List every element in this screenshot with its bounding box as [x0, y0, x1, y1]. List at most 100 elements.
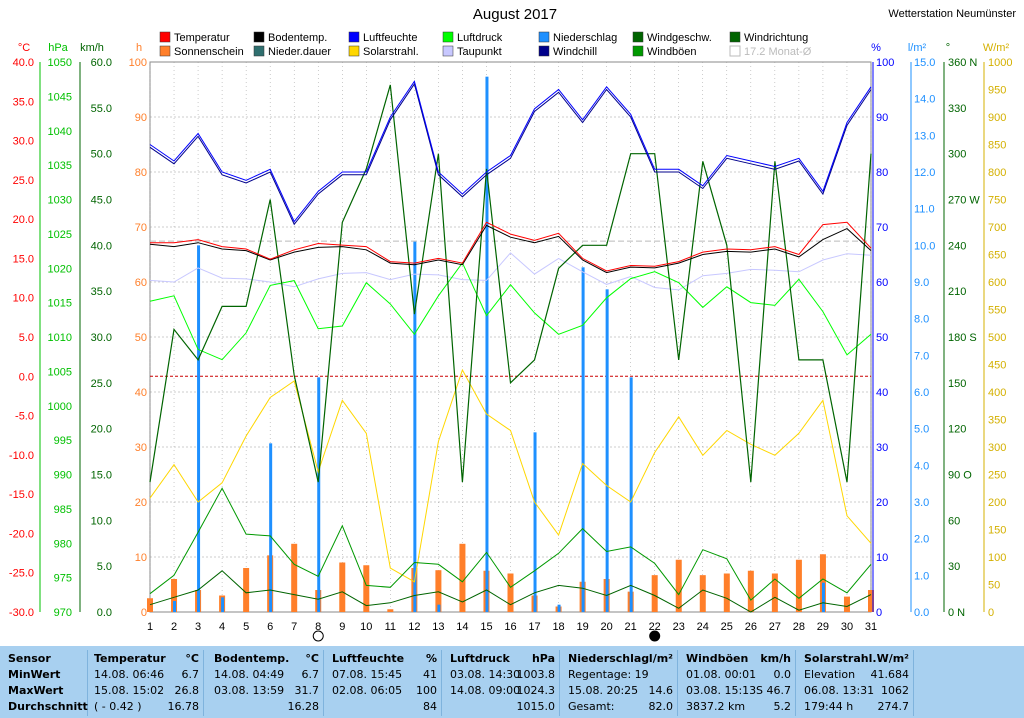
- celsius-tick: 15.0: [13, 253, 34, 265]
- dewpoint-line: [149, 252, 872, 291]
- summary-row: 15.08. 20:25 14.6: [568, 684, 673, 700]
- pressure-line: [149, 261, 872, 361]
- legend-label: Niederschlag: [553, 32, 617, 44]
- hpa-tick: 1005: [48, 366, 72, 378]
- hours-tick: 90: [135, 112, 147, 124]
- x-tick-label: 23: [673, 621, 685, 633]
- solar-tick: 850: [988, 140, 1006, 152]
- kmh-tick: 45.0: [91, 195, 112, 207]
- celsius-tick: 40.0: [13, 57, 34, 69]
- solar-tick: 200: [988, 497, 1006, 509]
- summary-row: 14.08. 09:00 1024.3: [450, 684, 555, 700]
- legend-label: Solarstrahl.: [363, 46, 419, 58]
- celsius-tick: 20.0: [13, 214, 34, 226]
- windchill-line: [149, 82, 872, 226]
- summary-header: Windböen km/h: [686, 652, 791, 668]
- rain-tick: 6.0: [914, 387, 929, 399]
- x-tick-label: 26: [745, 621, 757, 633]
- hpa-tick: 1020: [48, 263, 72, 275]
- celsius-tick: -10.0: [9, 450, 34, 462]
- x-tick-label: 17: [528, 621, 540, 633]
- rain-tick: 13.0: [914, 130, 935, 142]
- kmh-tick: 0.0: [97, 607, 112, 619]
- sunshine-bar: [723, 573, 730, 612]
- percent-tick: 60: [876, 277, 888, 289]
- hours-tick: 80: [135, 167, 147, 179]
- summary-cell-value: 100: [416, 684, 437, 697]
- chart-title: August 2017: [472, 6, 558, 23]
- wind-direction-tick: 180 S: [948, 332, 977, 344]
- summary-header-label: Niederschlag: [568, 652, 650, 665]
- legend-swatch: [538, 45, 550, 57]
- celsius-tick: 10.0: [13, 293, 34, 305]
- hours-tick: 30: [135, 442, 147, 454]
- hours-tick: 60: [135, 277, 147, 289]
- hpa-tick: 995: [54, 435, 72, 447]
- sunshine-bar: [507, 573, 514, 612]
- solar-tick: 900: [988, 112, 1006, 124]
- legend-label: Temperatur: [174, 32, 230, 44]
- sunshine-bar: [171, 579, 178, 612]
- percent-tick: 30: [876, 442, 888, 454]
- solar-tick: 600: [988, 277, 1006, 289]
- solar-tick: 450: [988, 360, 1006, 372]
- new-moon-icon: [649, 630, 661, 642]
- summary-cell-value: 1015.0: [516, 700, 556, 713]
- summary-header-unit: °C: [185, 652, 199, 665]
- legend-label: Bodentemp.: [268, 32, 327, 44]
- percent-tick: 20: [876, 497, 888, 509]
- x-tick-label: 7: [291, 621, 297, 633]
- x-tick-label: 29: [817, 621, 829, 633]
- kmh-tick: 15.0: [91, 470, 112, 482]
- celsius-tick: 30.0: [13, 136, 34, 148]
- hours-tick: 70: [135, 222, 147, 234]
- rain-unit: l/m²: [908, 42, 927, 54]
- summary-cell-value: 41.684: [870, 668, 910, 681]
- legend-swatch: [253, 45, 265, 57]
- summary-cell-value: 82.0: [648, 700, 674, 713]
- summary-header-label: Temperatur: [94, 652, 166, 665]
- precipitation-bar: [605, 289, 609, 612]
- rain-tick: 15.0: [914, 57, 935, 69]
- summary-block: Windböen km/h 01.08. 00:01 0.0 03.08. 15:13 S…: [682, 650, 796, 716]
- hpa-tick: 1040: [48, 126, 72, 138]
- summary-cell-label: 14.08. 04:49: [214, 668, 285, 681]
- wind-direction-tick: 30: [948, 561, 960, 573]
- precipitation-bar: [629, 377, 633, 612]
- precipitation-bar: [581, 267, 585, 612]
- wind-direction-tick: 90 O: [948, 470, 972, 482]
- solar-tick: 550: [988, 305, 1006, 317]
- hpa-tick: 1015: [48, 298, 72, 310]
- celsius-tick: 35.0: [13, 96, 34, 108]
- rain-tick: 10.0: [914, 240, 935, 252]
- hpa-tick: 980: [54, 538, 72, 550]
- summary-header-label: Bodentemp.: [214, 652, 290, 665]
- x-tick-label: 18: [552, 621, 564, 633]
- percent-tick: 10: [876, 552, 888, 564]
- solar-tick: 400: [988, 387, 1006, 399]
- summary-row: 15.08. 15:02 26.8: [94, 684, 199, 700]
- sunshine-bar: [675, 559, 682, 612]
- hpa-tick: 1050: [48, 57, 72, 69]
- x-tick-label: 12: [408, 621, 420, 633]
- summary-cell-label: Regentage: 19: [568, 668, 649, 681]
- summary-row: 3837.2 km 5.2: [686, 700, 791, 716]
- hpa-tick: 1045: [48, 91, 72, 103]
- station-name: Wetterstation Neumünster: [888, 8, 1016, 20]
- wind-direction-line: [149, 84, 872, 483]
- legend-swatch: [632, 45, 644, 57]
- sunshine-bar: [699, 575, 706, 612]
- summary-cell-value: 31.7: [294, 684, 320, 697]
- legend-swatch: [348, 45, 360, 57]
- legend-swatch: [159, 31, 171, 43]
- summary-cell-label: 15.08. 20:25: [568, 684, 639, 697]
- summary-block: Bodentemp. °C 14.08. 04:49 6.7 03.08. 13:59 3…: [210, 650, 324, 716]
- hours-tick: 40: [135, 387, 147, 399]
- summary-header: Luftfeuchte%: [332, 652, 437, 668]
- summary-cell-value: 0.0: [773, 668, 792, 681]
- hpa-tick: 1035: [48, 160, 72, 172]
- x-tick-label: 30: [841, 621, 853, 633]
- x-tick-label: 2: [171, 621, 177, 633]
- precipitation-bar: [197, 245, 201, 613]
- summary-header: Luftdruck hPa: [450, 652, 555, 668]
